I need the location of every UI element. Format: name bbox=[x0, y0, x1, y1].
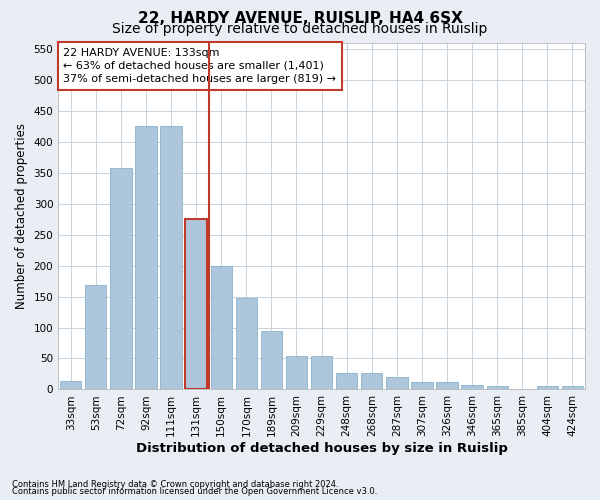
Bar bbox=[386, 377, 407, 390]
Bar bbox=[236, 298, 257, 390]
Text: 22 HARDY AVENUE: 133sqm
← 63% of detached houses are smaller (1,401)
37% of semi: 22 HARDY AVENUE: 133sqm ← 63% of detache… bbox=[64, 48, 337, 84]
Bar bbox=[110, 168, 131, 390]
Bar bbox=[261, 330, 282, 390]
Bar bbox=[336, 372, 358, 390]
Bar bbox=[487, 386, 508, 390]
Bar bbox=[436, 382, 458, 390]
Text: Contains HM Land Registry data © Crown copyright and database right 2024.: Contains HM Land Registry data © Crown c… bbox=[12, 480, 338, 489]
Bar bbox=[411, 382, 433, 390]
Bar bbox=[562, 386, 583, 390]
Bar bbox=[286, 356, 307, 390]
Bar bbox=[185, 219, 207, 390]
Bar bbox=[211, 266, 232, 390]
Bar bbox=[85, 286, 106, 390]
Bar bbox=[160, 126, 182, 390]
Bar bbox=[136, 126, 157, 390]
Text: Size of property relative to detached houses in Ruislip: Size of property relative to detached ho… bbox=[112, 22, 488, 36]
Bar bbox=[461, 385, 483, 390]
X-axis label: Distribution of detached houses by size in Ruislip: Distribution of detached houses by size … bbox=[136, 442, 508, 455]
Text: Contains public sector information licensed under the Open Government Licence v3: Contains public sector information licen… bbox=[12, 487, 377, 496]
Bar bbox=[537, 386, 558, 390]
Bar bbox=[311, 356, 332, 390]
Text: 22, HARDY AVENUE, RUISLIP, HA4 6SX: 22, HARDY AVENUE, RUISLIP, HA4 6SX bbox=[137, 11, 463, 26]
Bar bbox=[60, 382, 82, 390]
Bar bbox=[361, 372, 382, 390]
Y-axis label: Number of detached properties: Number of detached properties bbox=[15, 123, 28, 309]
